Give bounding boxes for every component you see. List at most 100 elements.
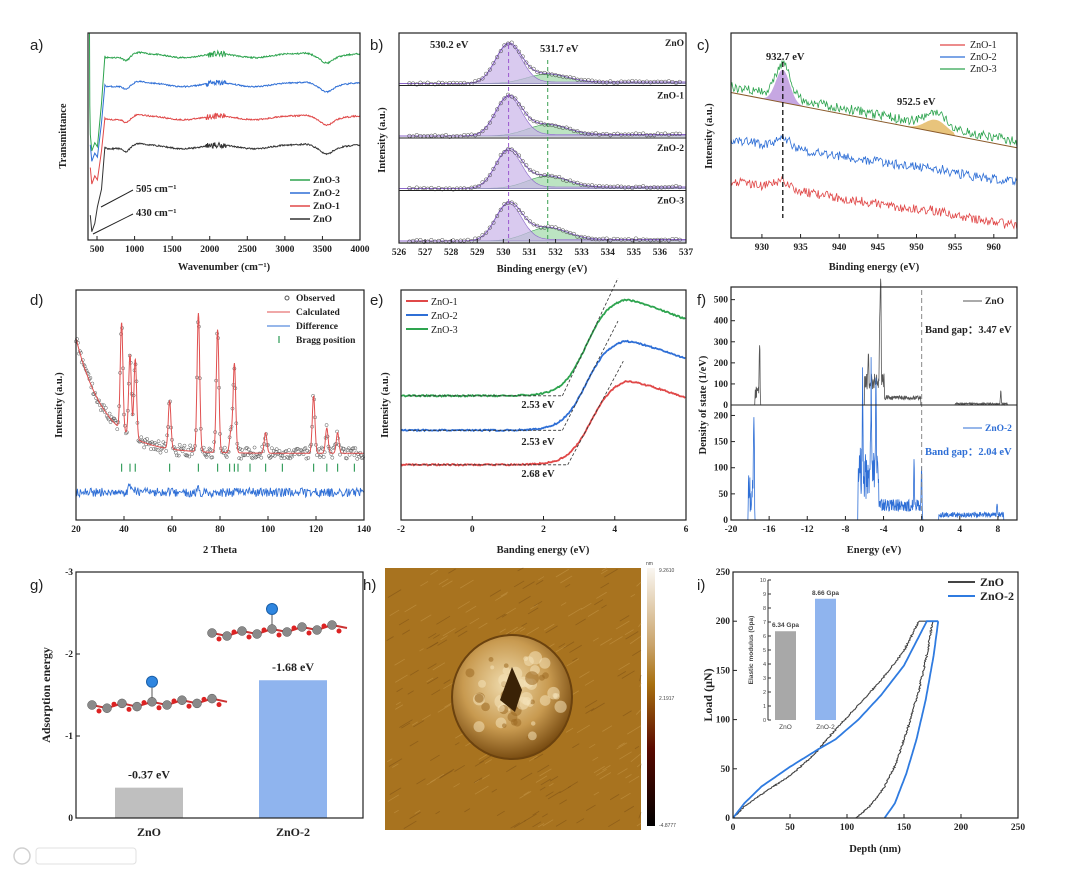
afm-texture (474, 779, 480, 784)
afm-texture (435, 811, 440, 815)
inset-category-label: ZnO (779, 724, 792, 731)
observed-point (106, 417, 111, 422)
observed-point (491, 113, 496, 118)
observed-point (476, 78, 481, 83)
oxygen-atom (201, 696, 207, 702)
observed-point (604, 236, 609, 241)
afm-texture (594, 599, 604, 606)
observed-point (99, 408, 103, 413)
afm-texture (394, 658, 406, 666)
observed-point (513, 150, 518, 155)
oxygen-atom (321, 623, 327, 629)
panel-f-frame (730, 286, 1018, 521)
oxygen-atom (231, 629, 237, 635)
inset-value-label: 8.66 Gpa (812, 590, 839, 597)
observed-point (480, 233, 485, 238)
observed-point (440, 238, 445, 243)
afm-texture (402, 629, 411, 635)
adsorbed-atom (146, 675, 158, 688)
observed-point (560, 177, 565, 182)
y-tick-label: 500 (714, 296, 729, 306)
y-tick-label: 200 (716, 617, 731, 627)
legend-label: ZnO-2 (970, 52, 997, 63)
unloading-curve-ZnO (855, 620, 934, 819)
x-tick-label: -4 (880, 525, 888, 535)
tangent-extrapolation (562, 320, 619, 431)
legend-label: ZnO-2 (980, 589, 1014, 603)
observed-point (677, 185, 682, 190)
observed-point (608, 133, 613, 138)
observed-point (298, 448, 303, 452)
y-axis-label: Intensity (a.u.) (54, 372, 65, 438)
zinc-atom (327, 620, 337, 630)
observed-point (608, 79, 613, 84)
peak-label-531.7: 531.7 eV (540, 44, 579, 55)
afm-texture (433, 634, 440, 639)
afm-texture (491, 788, 498, 793)
x-tick-label: 955 (948, 243, 963, 253)
molecule-structure-zno-2 (207, 603, 348, 642)
x-tick-label: 960 (987, 243, 1002, 253)
zinc-atom (222, 631, 232, 641)
afm-texture (506, 765, 517, 773)
observed-point (538, 120, 543, 125)
zinc-atom (237, 626, 247, 636)
afm-texture (624, 805, 635, 813)
inset-y-tick-label: 9 (763, 592, 766, 598)
observed-point (608, 238, 613, 243)
observed-point (155, 448, 160, 452)
observed-point (330, 455, 335, 460)
afm-texture (576, 724, 590, 734)
x-tick-label: 0 (919, 525, 924, 535)
observed-point (590, 78, 595, 83)
afm-texture (513, 580, 525, 588)
observed-point (280, 454, 285, 458)
observed-point (357, 454, 362, 459)
observed-point (239, 456, 243, 461)
zinc-atom (132, 701, 142, 712)
oxygen-atom (126, 706, 132, 712)
observed-point (527, 116, 533, 121)
band-gap-label: Band gap：2.04 eV (925, 447, 1012, 458)
observed-point (429, 237, 434, 243)
afm-texture (604, 568, 618, 578)
legend-label: Difference (296, 322, 338, 332)
afm-texture (506, 607, 517, 615)
afm-texture (416, 778, 426, 785)
inset-y-tick-label: 5 (763, 648, 766, 654)
panel-label: f) (697, 292, 706, 309)
observed-point (240, 448, 244, 452)
observed-point (304, 456, 309, 461)
observed-point (498, 101, 503, 106)
afm-texture (496, 810, 505, 817)
afm-texture (389, 787, 402, 795)
observed-point (520, 105, 525, 110)
observed-point (568, 126, 573, 131)
afm-texture (565, 727, 574, 733)
observed-point (174, 453, 179, 458)
observed-point (286, 456, 291, 460)
afm-texture (601, 567, 607, 571)
inset-y-tick-label: 2 (763, 690, 766, 696)
y-tick-label: 0 (725, 814, 730, 824)
watermark-logo (13, 847, 137, 865)
crater-texture (478, 679, 486, 688)
observed-point (571, 75, 576, 81)
afm-texture (537, 764, 550, 773)
observed-point (674, 183, 679, 189)
observed-point (183, 452, 188, 457)
annotation-505: 505 cm⁻¹ (136, 184, 176, 195)
inset-y-tick-label: 1 (763, 704, 766, 710)
observed-point (506, 92, 511, 97)
observed-point (560, 228, 565, 233)
peak-label-932.7: 932.7 eV (766, 52, 805, 63)
colorbar (647, 568, 655, 826)
series-line-ZnO-1 (89, 112, 361, 185)
panel-g-frame (75, 571, 364, 819)
series-line-ZnO-3 (730, 60, 1018, 146)
x-tick-label: 1000 (125, 245, 144, 255)
oxygen-atom (111, 701, 117, 707)
observed-point (498, 207, 503, 212)
afm-texture (495, 593, 508, 601)
tangent-extrapolation (567, 361, 624, 465)
